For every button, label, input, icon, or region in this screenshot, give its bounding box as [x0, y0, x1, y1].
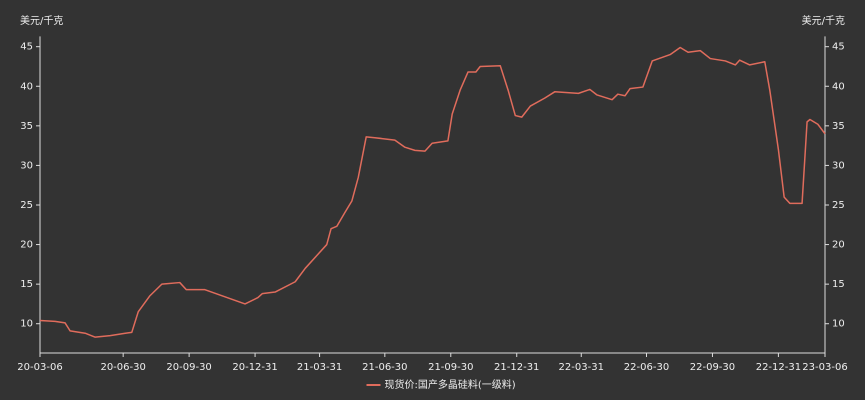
y-tick-label: 10 — [20, 319, 33, 330]
x-tick-label: 22-09-30 — [690, 362, 735, 373]
x-tick-label: 21-06-30 — [362, 362, 407, 373]
x-tick-label: 20-12-31 — [232, 362, 277, 373]
legend-label: 现货价:国产多晶硅料(一级料) — [385, 378, 516, 391]
x-tick-label: 20-06-30 — [100, 362, 145, 373]
x-tick-label: 22-03-31 — [559, 362, 604, 373]
x-tick-label: 21-03-31 — [297, 362, 342, 373]
y2-tick-label: 45 — [832, 42, 845, 53]
y2-tick-label: 25 — [832, 200, 845, 211]
y2-tick-label: 10 — [832, 319, 845, 330]
x-tick-label: 21-09-30 — [428, 362, 473, 373]
x-tick-label: 20-09-30 — [166, 362, 211, 373]
y2-tick-label: 30 — [832, 160, 845, 171]
y-tick-label: 30 — [20, 160, 33, 171]
x-tick-label: 21-12-31 — [494, 362, 539, 373]
y-tick-label: 25 — [20, 200, 33, 211]
y2-tick-label: 15 — [832, 279, 845, 290]
x-tick-label: 20-03-06 — [17, 362, 62, 373]
y-tick-label: 40 — [20, 81, 33, 92]
y2-tick-label: 35 — [832, 121, 845, 132]
x-tick-label: 22-12-31 — [756, 362, 801, 373]
x-tick-label: 22-06-30 — [624, 362, 669, 373]
y2-axis-label: 美元/千克 — [802, 14, 845, 27]
y2-tick-label: 20 — [832, 240, 845, 251]
y-tick-label: 20 — [20, 240, 33, 251]
y2-tick-label: 40 — [832, 81, 845, 92]
y-axis-label: 美元/千克 — [20, 14, 63, 27]
y-tick-label: 45 — [20, 42, 33, 53]
y-tick-label: 15 — [20, 279, 33, 290]
x-tick-label: 23-03-06 — [802, 362, 847, 373]
series-line — [39, 46, 826, 338]
y-tick-label: 35 — [20, 121, 33, 132]
